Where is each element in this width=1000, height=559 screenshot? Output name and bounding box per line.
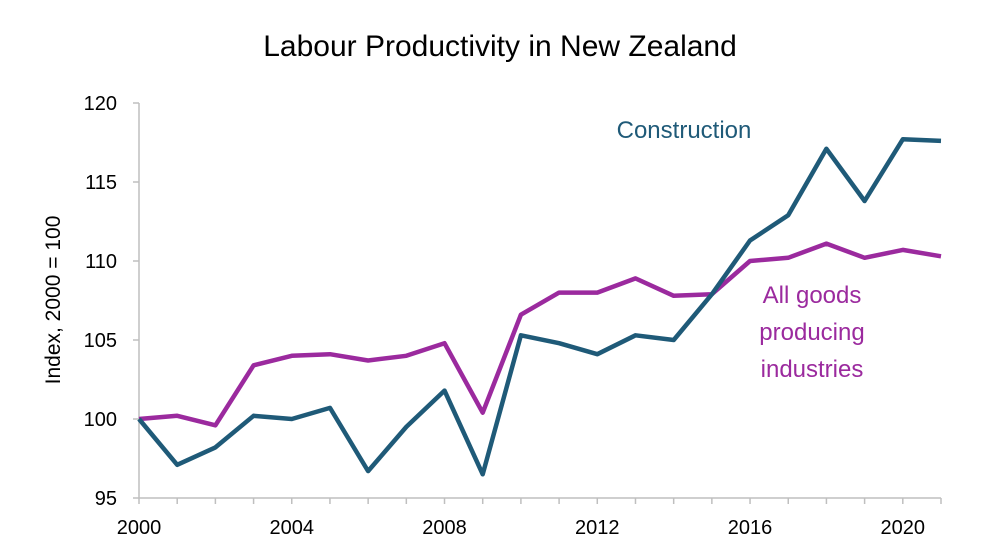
series-line-all-goods-producing-industries — [138, 241, 942, 428]
x-tick-label: 2016 — [728, 517, 773, 539]
y-tick-label: 95 — [95, 488, 117, 510]
y-tick-label: 115 — [85, 172, 117, 194]
x-tick-label: 2004 — [270, 517, 315, 539]
x-tick-label: 2020 — [881, 517, 926, 539]
y-tick-label: 120 — [84, 93, 117, 115]
x-tick-label: 2000 — [117, 517, 162, 539]
y-tick-label: 110 — [85, 251, 117, 273]
x-tick-label: 2008 — [422, 517, 467, 539]
x-tick-label: 2012 — [575, 517, 620, 539]
series-line-construction — [137, 137, 942, 477]
y-tick-label: 105 — [84, 330, 117, 352]
series-label-construction: Construction — [617, 117, 752, 144]
y-axis-label: Index, 2000 = 100 — [42, 216, 65, 385]
y-tick-label: 100 — [84, 409, 117, 431]
series-label-all-goods-producing-industries: All goods producing industries — [759, 282, 864, 383]
plot-area: 95 100 105 110 115 120 2000 2004 2008 2012 2016 202… — [84, 93, 942, 539]
chart-title: Labour Productivity in New Zealand — [263, 30, 737, 63]
